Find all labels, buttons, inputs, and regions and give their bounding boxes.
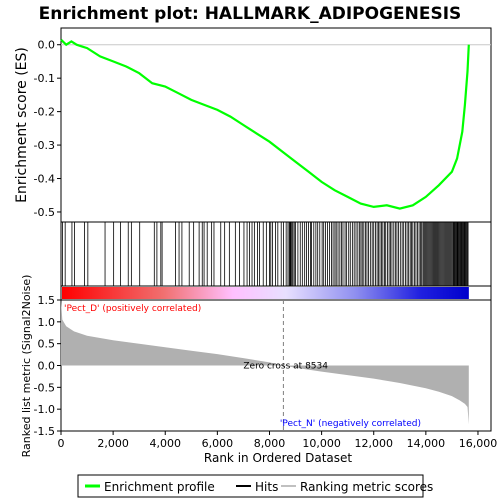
metric-y-tick-label: 0.5	[38, 338, 56, 351]
zero-cross-label: Zero cross at 8534	[243, 362, 328, 372]
metric-y-tick-label: 1.5	[38, 294, 56, 307]
es-panel-frame	[60, 27, 492, 223]
positive-correlation-label: 'Pect_D' (positively correlated)	[64, 304, 201, 314]
hit-marks	[62, 222, 469, 286]
x-tick-label: 0	[58, 437, 65, 450]
x-tick-label: 4,000	[149, 437, 181, 450]
metric-y-tick-label: -0.5	[34, 381, 55, 394]
metric-x-ticks: 0 2,000 4,000 6,000 8,000 10,000 12,000 14,000 1…	[58, 431, 498, 450]
x-tick-label: 16,000	[459, 437, 498, 450]
es-y-tick-label: -0.1	[34, 72, 55, 85]
x-axis-label: Rank in Ordered Dataset	[204, 451, 352, 465]
colorbar-gradient	[62, 287, 469, 299]
enrichment-profile-line	[60, 38, 470, 210]
negative-correlation-label: 'Pect_N' (negatively correlated)	[280, 419, 421, 429]
x-tick-label: 8,000	[254, 437, 286, 450]
es-y-tick-label: -0.5	[34, 206, 55, 219]
x-tick-label: 12,000	[354, 437, 393, 450]
es-y-tick-label: 0.0	[38, 39, 56, 52]
chart-title: Enrichment plot: HALLMARK_ADIPOGENESIS	[39, 4, 462, 24]
legend-metric-label: Ranking metric scores	[300, 480, 433, 494]
metric-y-tick-label: -1.5	[34, 425, 55, 438]
metric-y-tick-label: 0.0	[38, 360, 56, 373]
ranking-metric-area	[61, 300, 469, 425]
hits-panel	[60, 221, 492, 287]
es-y-axis-label: Enrichment score (ES)	[14, 47, 30, 203]
es-y-ticks: 0.0 -0.1 -0.2 -0.3 -0.4 -0.5	[34, 39, 61, 219]
metric-panel: 1.5 1.0 0.5 0.0 -0.5 -1.0 -1.5 0 2,000 4,000 6,00…	[20, 275, 497, 465]
legend: Enrichment profile Hits Ranking metric s…	[77, 474, 433, 498]
x-tick-label: 6,000	[202, 437, 234, 450]
metric-y-tick-label: 1.0	[38, 316, 56, 329]
x-tick-label: 2,000	[97, 437, 129, 450]
metric-y-axis-label: Ranked list metric (Signal2Noise)	[20, 275, 33, 458]
legend-enrichment-label: Enrichment profile	[104, 480, 215, 494]
rank-colorbar	[60, 285, 492, 301]
metric-y-tick-label: -1.0	[34, 403, 55, 416]
x-tick-label: 10,000	[302, 437, 341, 450]
es-y-tick-label: -0.2	[34, 106, 55, 119]
x-tick-label: 14,000	[407, 437, 446, 450]
metric-y-ticks: 1.5 1.0 0.5 0.0 -0.5 -1.0 -1.5	[34, 294, 61, 438]
es-panel: 0.0 -0.1 -0.2 -0.3 -0.4 -0.5 Enrichment score…	[14, 27, 492, 223]
es-y-tick-label: -0.3	[34, 139, 55, 152]
es-y-tick-label: -0.4	[34, 173, 55, 186]
legend-hits-label: Hits	[255, 480, 278, 494]
